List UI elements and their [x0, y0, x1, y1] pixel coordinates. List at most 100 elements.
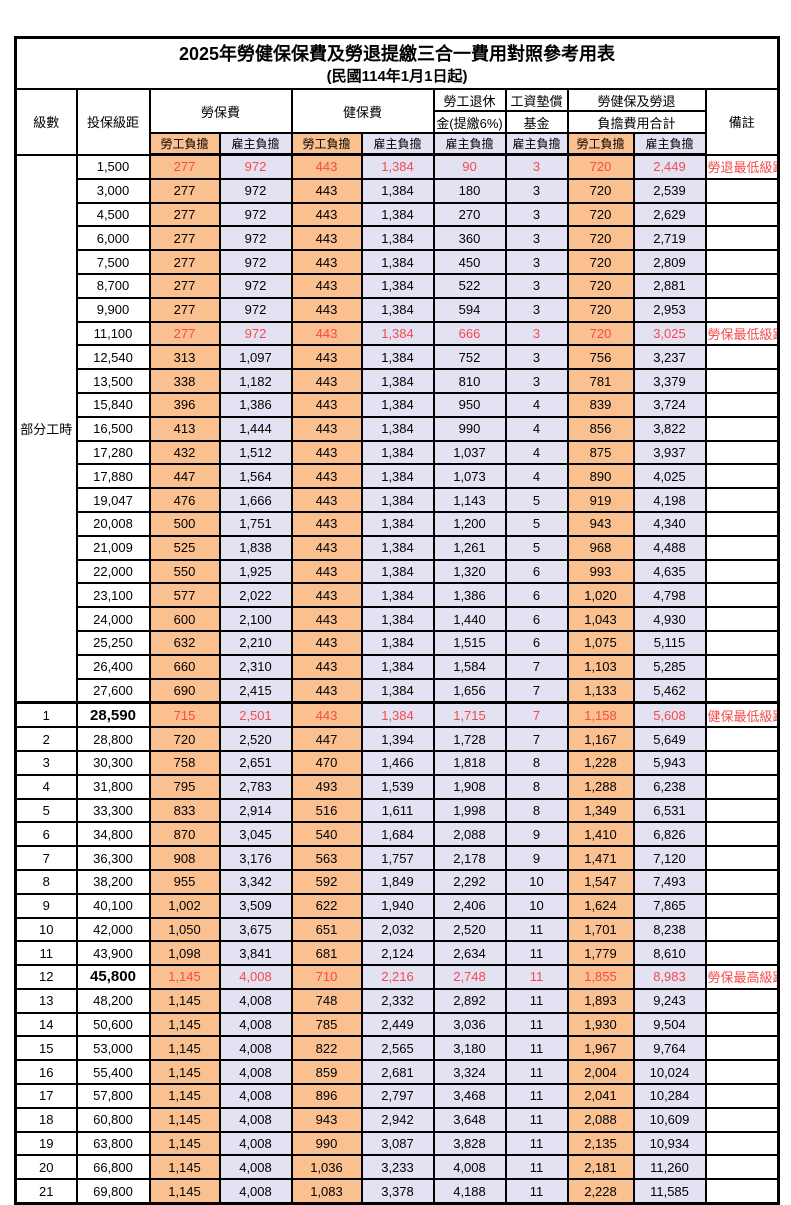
remark-cell	[704, 773, 780, 800]
value-cell: 11,260	[632, 1154, 707, 1181]
value-cell: 3,675	[218, 916, 293, 943]
header-group-row-1: 級數 投保級距 勞保費 健保費 勞工退休 工資墊償 勞健保及勞退 備註	[14, 88, 780, 156]
bracket-cell: 9,900	[75, 296, 151, 323]
value-cell: 720	[566, 296, 635, 323]
value-cell: 2,124	[360, 940, 435, 967]
value-cell: 4,198	[632, 487, 707, 513]
value-cell: 11	[504, 940, 569, 967]
value-cell: 972	[218, 177, 293, 204]
bracket-cell: 24,000	[75, 606, 151, 632]
value-cell: 1,701	[566, 916, 635, 943]
subheader-employer-share: 雇主負擔	[432, 132, 507, 156]
value-cell: 4,008	[218, 964, 293, 990]
value-cell: 972	[218, 272, 293, 299]
table-row: 19 63,800 1,145 4,008 990 3,087 3,828 11 2,135 10…	[14, 1130, 780, 1157]
bracket-cell: 48,200	[75, 987, 151, 1014]
value-cell: 443	[290, 653, 363, 680]
table-row: 4,500 277 972 443 1,384 270 3 720 2,629	[16, 201, 780, 228]
value-cell: 3,025	[632, 320, 707, 347]
value-cell: 6	[504, 629, 569, 656]
bracket-cell: 69,800	[75, 1178, 151, 1205]
bracket-cell: 38,200	[75, 868, 151, 895]
remark-cell: 勞退最低級距	[704, 153, 780, 180]
value-cell: 1,145	[148, 1011, 221, 1038]
value-cell: 1,320	[432, 558, 507, 585]
remark-cell	[704, 439, 780, 466]
value-cell: 2,783	[218, 773, 293, 800]
value-cell: 651	[290, 916, 363, 943]
value-cell: 443	[290, 558, 363, 585]
table-row: 6 34,800 870 3,045 540 1,684 2,088 9 1,410 6,826	[14, 821, 780, 848]
bracket-cell: 1,500	[75, 153, 151, 180]
value-cell: 1,715	[432, 701, 507, 729]
value-cell: 795	[148, 773, 221, 800]
value-cell: 2,634	[432, 940, 507, 967]
value-cell: 1,384	[360, 558, 435, 585]
value-cell: 1,384	[360, 249, 435, 275]
bracket-cell: 23,100	[75, 582, 151, 609]
bracket-cell: 3,000	[75, 177, 151, 204]
remark-cell	[704, 201, 780, 228]
value-cell: 7,120	[632, 845, 707, 871]
value-cell: 1,145	[148, 964, 221, 990]
remark-cell	[704, 845, 780, 871]
value-cell: 443	[290, 463, 363, 490]
value-cell: 443	[290, 177, 363, 204]
remark-cell	[704, 391, 780, 418]
remark-cell	[704, 1011, 780, 1038]
value-cell: 1,097	[218, 344, 293, 371]
value-cell: 859	[290, 1059, 363, 1086]
header-pension-line1: 勞工退休	[432, 88, 507, 112]
value-cell: 1,143	[432, 487, 507, 513]
header-total-line2: 負擔費用合計	[566, 110, 707, 134]
value-cell: 1,384	[360, 582, 435, 609]
value-cell: 1,384	[360, 606, 435, 632]
value-cell: 2,748	[432, 964, 507, 990]
value-cell: 3,237	[632, 344, 707, 371]
value-cell: 2,004	[566, 1059, 635, 1086]
value-cell: 525	[148, 534, 221, 561]
value-cell: 516	[290, 797, 363, 824]
value-cell: 4,340	[632, 510, 707, 537]
table-row: 1 28,590 715 2,501 443 1,384 1,715 7 1,158 5,608 健…	[14, 701, 780, 729]
value-cell: 622	[290, 892, 363, 919]
remark-cell	[704, 582, 780, 609]
value-cell: 3,468	[432, 1083, 507, 1109]
level-cell: 16	[14, 1059, 78, 1086]
remark-cell	[704, 653, 780, 680]
bracket-cell: 55,400	[75, 1059, 151, 1086]
value-cell: 810	[432, 368, 507, 394]
value-cell: 1,384	[360, 272, 435, 299]
level-cell: 5	[14, 797, 78, 824]
value-cell: 720	[566, 153, 635, 180]
table-row: 7,500 277 972 443 1,384 450 3 720 2,809	[16, 249, 780, 275]
table-row: 27,600 690 2,415 443 1,384 1,656 7 1,133 5,462	[16, 677, 780, 704]
level-cell: 14	[14, 1011, 78, 1038]
remark-cell	[704, 940, 780, 967]
title-row: 2025年勞健保保費及勞退提繳三合一費用對照參考用表 (民國114年1月1日起)	[14, 36, 780, 90]
table-row: 22,000 550 1,925 443 1,384 1,320 6 993 4,635	[16, 558, 780, 585]
value-cell: 2,022	[218, 582, 293, 609]
value-cell: 720	[148, 726, 221, 752]
value-cell: 540	[290, 821, 363, 848]
value-cell: 1,849	[360, 868, 435, 895]
value-cell: 600	[148, 606, 221, 632]
value-cell: 4,008	[218, 1059, 293, 1086]
remark-cell	[704, 629, 780, 656]
remark-cell	[704, 987, 780, 1014]
bracket-cell: 34,800	[75, 821, 151, 848]
value-cell: 5,608	[632, 701, 707, 729]
value-cell: 2,629	[632, 201, 707, 228]
value-cell: 4,008	[218, 1130, 293, 1157]
value-cell: 1,384	[360, 534, 435, 561]
value-cell: 1,384	[360, 653, 435, 680]
value-cell: 11	[504, 916, 569, 943]
value-cell: 493	[290, 773, 363, 800]
value-cell: 1,384	[360, 201, 435, 228]
value-cell: 1,779	[566, 940, 635, 967]
value-cell: 3	[504, 344, 569, 371]
level-cell: 3	[14, 749, 78, 776]
value-cell: 1,410	[566, 821, 635, 848]
value-cell: 1,075	[566, 629, 635, 656]
value-cell: 839	[566, 391, 635, 418]
